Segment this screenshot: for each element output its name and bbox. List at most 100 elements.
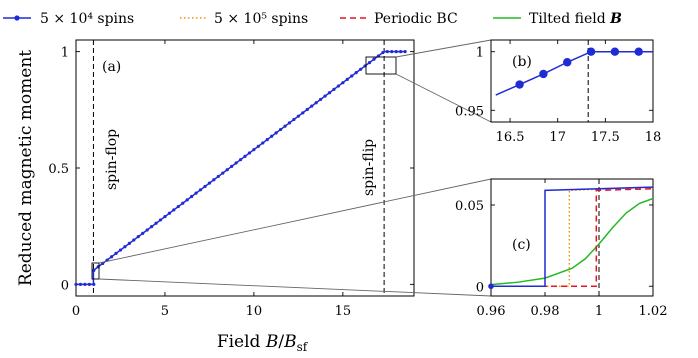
panel-a-point-23 — [172, 208, 176, 212]
legend-item-spins-5e4: 5 × 10⁴ spins — [3, 11, 134, 27]
legend-item-spins-5e5: 5 × 10⁵ spins — [180, 11, 308, 27]
panel-a-series-line — [76, 50, 406, 286]
panel-b-ytick-label-1: 1 — [476, 46, 484, 61]
panel-a-point-46 — [274, 131, 278, 135]
panel-a-point-43 — [261, 141, 265, 145]
panel-b-point-2 — [563, 58, 572, 67]
panel-a-point-73 — [394, 50, 398, 54]
panel-a-xtick-label-2: 10 — [246, 304, 263, 319]
panel-a-point-75 — [403, 50, 407, 54]
panel-c-xtick-label-3: 1.02 — [639, 304, 668, 319]
panel-b-ytick-label-0: 0.95 — [455, 104, 484, 119]
panel-a-point-56 — [319, 97, 323, 102]
panel-a-point-3 — [87, 282, 91, 286]
panel-a-point-36 — [230, 164, 234, 168]
panel-a-point-62 — [345, 77, 349, 81]
panel-a-point-47 — [278, 127, 283, 132]
legend-label-spins-5e5: 5 × 10⁵ spins — [214, 11, 308, 27]
panel-a-point-53 — [305, 107, 309, 112]
panel-a-point-51 — [296, 114, 300, 118]
panel-a-point-12 — [123, 245, 127, 249]
panel-b-point-4 — [610, 47, 620, 56]
panel-a: 0 5 10 15 0 0.5 1 (a) spin-flop spin-flip — [48, 39, 415, 319]
panel-a-point-57 — [323, 94, 327, 98]
legend-marker-spins-5e4 — [14, 15, 20, 21]
panel-a-point-59 — [332, 87, 336, 91]
panel-c-series-0-point-0 — [488, 283, 494, 290]
panel-b-point-0 — [515, 80, 524, 89]
panel-a-point-65 — [359, 67, 363, 71]
panel-a-point-2 — [83, 282, 87, 286]
legend-item-tilted-field: Tilted field B — [493, 11, 622, 27]
panel-b-point-5 — [634, 47, 643, 56]
panel-a-point-9 — [109, 255, 114, 259]
legend-label-periodic-bc: Periodic BC — [374, 11, 458, 27]
panel-a-xtick-label-1: 5 — [161, 304, 169, 319]
panel-a-point-67 — [367, 61, 372, 65]
panel-b-xtick-label-3: 18 — [645, 130, 662, 145]
panel-a-point-49 — [287, 121, 292, 125]
panel-a-point-44 — [265, 137, 269, 142]
panel-a-point-10 — [114, 251, 118, 255]
panel-b-xtick-label-1: 17 — [549, 130, 566, 145]
panel-a-point-74 — [399, 50, 403, 54]
panel-a-point-5 — [92, 282, 96, 286]
panel-a-point-15 — [136, 235, 140, 239]
panel-a-point-18 — [150, 225, 154, 229]
panel-a-xtick-label-0: 0 — [72, 304, 80, 319]
panel-a-point-41 — [252, 148, 256, 152]
legend-label-tilted-field: Tilted field B — [529, 11, 622, 27]
legend-item-periodic-bc: Periodic BC — [340, 11, 458, 27]
connector-c-bottom — [98, 278, 492, 297]
y-axis-label: Reduced magnetic moment — [16, 50, 36, 286]
panel-a-point-40 — [247, 151, 252, 155]
connector-c-top — [98, 178, 492, 264]
panel-a-point-14 — [132, 238, 136, 242]
panel-a-point-55 — [314, 101, 318, 105]
panel-a-point-61 — [341, 81, 345, 85]
panel-c: 0.96 0.98 1 1.02 0 0.05 (c) — [455, 178, 668, 319]
panel-c-series-0-line — [491, 186, 654, 287]
panel-a-point-45 — [270, 134, 274, 138]
panel-a-point-30 — [203, 184, 207, 189]
panel-a-point-25 — [181, 201, 185, 205]
spin-flop-label: spin-flop — [104, 129, 120, 190]
panel-b-point-1 — [539, 69, 548, 79]
panel-a-point-22 — [167, 211, 171, 215]
panel-a-point-54 — [310, 104, 314, 108]
panel-b-point-3 — [586, 47, 596, 56]
panel-a-point-13 — [127, 241, 131, 245]
panel-a-point-38 — [238, 158, 243, 162]
panel-a-point-19 — [154, 221, 158, 225]
panel-a-label: (a) — [102, 59, 121, 75]
panel-a-point-48 — [283, 124, 287, 128]
panel-a-point-64 — [354, 71, 358, 75]
panel-a-point-70 — [381, 50, 385, 55]
panel-a-ytick-label-0: 0 — [61, 278, 69, 293]
panel-a-point-39 — [243, 154, 247, 158]
panel-a-point-4 — [92, 268, 96, 272]
panel-c-series-3-line — [490, 197, 654, 286]
panel-a-point-33 — [216, 174, 220, 179]
panel-a-point-17 — [145, 228, 149, 232]
connector-b-top — [395, 39, 492, 58]
panel-a-point-68 — [372, 57, 376, 61]
panel-c-ytick-label-1: 0.05 — [455, 199, 484, 214]
panel-a-point-29 — [198, 188, 203, 192]
panel-b-xtick-label-2: 17.5 — [591, 130, 620, 145]
panel-a-point-72 — [390, 50, 394, 54]
panel-b: 16.5 17 17.5 18 0.95 1 (b) — [455, 39, 662, 145]
panel-a-point-31 — [207, 181, 212, 185]
panel-a-xtick-label-3: 15 — [335, 304, 352, 319]
panel-a-point-37 — [234, 161, 238, 165]
panel-a-point-71 — [385, 50, 389, 54]
panel-c-xtick-label-0: 0.96 — [477, 304, 506, 319]
panel-b-xtick-label-0: 16.5 — [496, 130, 525, 145]
panel-a-point-0 — [74, 282, 78, 286]
panel-a-point-24 — [176, 204, 180, 209]
panel-a-point-58 — [327, 91, 332, 95]
spin-flip-label: spin-flip — [361, 139, 377, 196]
panel-a-point-1 — [78, 282, 83, 286]
panel-a-point-42 — [256, 144, 260, 148]
